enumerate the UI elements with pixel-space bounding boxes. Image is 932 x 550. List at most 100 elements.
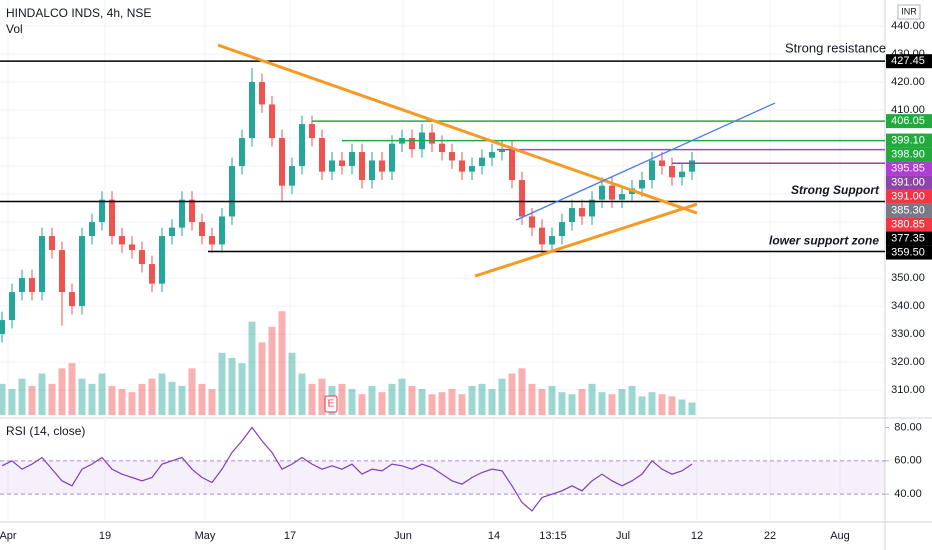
volume-bar	[108, 385, 116, 415]
volume-bar	[68, 363, 76, 415]
candle-body	[229, 166, 235, 217]
volume-bar	[648, 392, 656, 415]
candle-body	[259, 82, 265, 105]
volume-bar	[678, 399, 686, 415]
chart-title: HINDALCO INDS, 4h, NSE	[6, 6, 151, 20]
price-badge	[886, 161, 932, 176]
volume-bar	[228, 357, 236, 415]
candle-body	[59, 250, 65, 293]
price-badge	[886, 54, 932, 69]
candle-body	[329, 160, 335, 172]
volume-bar	[618, 389, 626, 415]
candle-body	[519, 180, 525, 217]
volume-title: Vol	[6, 22, 23, 36]
volume-bar	[18, 378, 26, 415]
volume-bar	[508, 373, 516, 415]
volume-bar	[438, 392, 446, 415]
candle-body	[529, 216, 535, 228]
volume-bar	[688, 402, 696, 415]
volume-bar	[278, 311, 286, 415]
candle-body	[359, 152, 365, 181]
candle-body	[319, 138, 325, 172]
volume-bar	[168, 381, 176, 415]
x-tick-label: 12	[691, 530, 703, 542]
volume-bar	[0, 383, 6, 415]
candle-body	[339, 160, 345, 167]
y-tick-label: 330.00	[891, 328, 925, 340]
candle-body	[369, 160, 375, 181]
price-badge-label: 395.85	[891, 162, 925, 174]
candle-body	[9, 292, 15, 321]
candle-body	[289, 166, 295, 186]
volume-bar	[318, 378, 326, 415]
candle-body	[489, 152, 495, 158]
volume-bar	[668, 396, 676, 415]
annotation: Strong resistance	[785, 40, 886, 55]
price-badge	[886, 231, 932, 246]
volume-bar	[298, 373, 306, 415]
volume-bar	[418, 389, 426, 415]
volume-bar	[348, 389, 356, 415]
y-tick-label: 350.00	[891, 272, 925, 284]
candle-body	[379, 160, 385, 172]
candle-body	[559, 222, 565, 237]
volume-bar	[518, 368, 526, 415]
volume-bar	[138, 383, 146, 415]
y-tick-label: 420.00	[891, 76, 925, 88]
candle-body	[349, 152, 355, 167]
volume-bar	[478, 383, 486, 415]
candle-body	[579, 208, 585, 217]
candle-body	[619, 194, 625, 200]
rsi-tick-label: 80.00	[894, 421, 922, 433]
price-badge	[886, 245, 932, 260]
volume-bar	[398, 378, 406, 415]
candle-body	[649, 160, 655, 181]
price-badge	[886, 175, 932, 190]
price-badge-label: 380.85	[891, 218, 925, 230]
price-badge	[886, 114, 932, 129]
volume-bar	[148, 378, 156, 415]
candle-body	[129, 244, 135, 251]
candle-body	[39, 236, 45, 293]
volume-bar	[338, 383, 346, 415]
volume-bar	[638, 396, 646, 415]
candle-body	[599, 185, 605, 200]
volume-bar	[268, 326, 276, 415]
price-badge-label: 377.35	[891, 232, 925, 244]
candle-body	[639, 180, 645, 189]
volume-bar	[28, 385, 36, 415]
volume-bar	[488, 389, 496, 415]
candle-body	[0, 320, 5, 335]
volume-bar	[78, 378, 86, 415]
candle-body	[249, 82, 255, 139]
volume-bar	[308, 383, 316, 415]
candle-body	[119, 236, 125, 245]
volume-bar	[358, 394, 366, 415]
candle-body	[169, 227, 175, 237]
volume-bar	[158, 373, 166, 415]
volume-bar	[98, 373, 106, 415]
price-badge-label: 427.45	[891, 55, 925, 67]
x-tick-label: 17	[284, 530, 296, 542]
rsi-tick-label: 60.00	[894, 455, 922, 467]
candle-body	[659, 160, 665, 167]
volume-bar	[118, 389, 126, 415]
volume-bar	[8, 389, 16, 415]
volume-bar	[38, 373, 46, 415]
volume-bar	[288, 352, 296, 415]
volume-bar	[198, 383, 206, 415]
candle-body	[29, 278, 35, 293]
volume-bar	[128, 392, 136, 415]
candle-body	[89, 222, 95, 237]
price-badge-label: 406.05	[891, 115, 925, 127]
price-badge	[886, 203, 932, 218]
currency-badge	[897, 4, 921, 20]
rsi-tick-label: 40.00	[894, 488, 922, 500]
candle-body	[239, 138, 245, 167]
candle-body	[569, 208, 575, 223]
x-tick-label: Apr	[0, 530, 17, 542]
volume-bar	[368, 385, 376, 415]
y-tick-label: 340.00	[891, 300, 925, 312]
volume-bar	[218, 352, 226, 415]
